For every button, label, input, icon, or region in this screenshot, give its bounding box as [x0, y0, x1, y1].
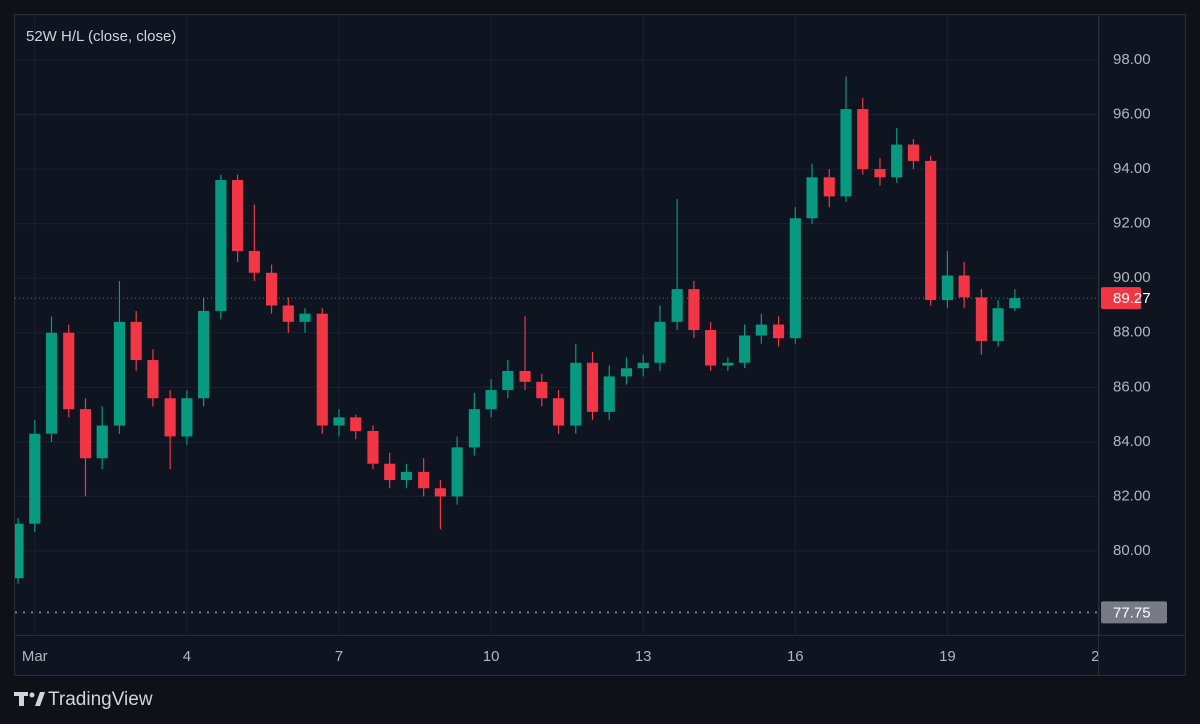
candle-body — [874, 169, 886, 178]
candle-body — [789, 218, 801, 339]
candle-body — [705, 330, 717, 366]
candle-body — [316, 313, 328, 426]
candle-body — [434, 488, 446, 497]
x-tick-label: 4 — [183, 648, 191, 665]
candles — [15, 76, 1021, 584]
candle-body — [485, 390, 497, 410]
candle-body — [15, 523, 24, 579]
y-tick-label: 96.00 — [1113, 106, 1151, 123]
candle-body — [586, 362, 599, 412]
candle-body — [637, 362, 649, 369]
brand-logo — [14, 692, 45, 706]
candle-body — [333, 417, 345, 426]
candle-body — [603, 376, 615, 412]
y-tick-label: 86.00 — [1113, 378, 1151, 395]
y-tick-label: 80.00 — [1113, 542, 1151, 559]
candle-body — [722, 362, 734, 366]
candle-body — [367, 430, 379, 464]
candle-body — [840, 109, 852, 197]
candle-body — [79, 409, 92, 459]
candle-body — [739, 335, 751, 363]
candle-body — [63, 332, 75, 410]
panel — [14, 14, 1186, 676]
x-tick-label: 7 — [335, 648, 343, 665]
candle-body — [130, 321, 142, 361]
y-tick-label: 92.00 — [1113, 215, 1151, 232]
candle-body — [265, 272, 278, 306]
candle-body — [975, 297, 987, 341]
candle-body — [451, 447, 463, 497]
last-price-box — [1101, 287, 1141, 310]
brand: TradingView — [48, 689, 153, 710]
candle-body — [671, 289, 683, 322]
candle-body — [823, 177, 835, 197]
candle-body — [45, 332, 58, 434]
candle-body — [198, 310, 210, 399]
candle-body — [29, 433, 41, 524]
candle-body — [688, 289, 700, 331]
y-tick-label: 84.00 — [1113, 433, 1151, 450]
candle-body — [907, 144, 920, 161]
low-52w-label: 77.75 — [1113, 604, 1151, 621]
x-tick-label: 16 — [787, 648, 804, 665]
x-labels: Mar 4 7 10 13 16 19 22 — [22, 648, 1108, 665]
candle-body — [958, 275, 970, 298]
chart-title: 52W H/L (close, close) — [26, 28, 176, 45]
candle-body — [654, 321, 666, 363]
candle-body — [1009, 298, 1021, 309]
candle-body — [992, 308, 1004, 341]
candle-body — [282, 305, 294, 322]
candle-body — [536, 381, 548, 399]
candle-body — [468, 409, 480, 448]
y-tick-label: 98.00 — [1113, 51, 1151, 68]
candle-body — [519, 370, 531, 382]
candle-body — [299, 313, 311, 322]
candle-body — [164, 398, 176, 437]
y-tick-label: 82.00 — [1113, 487, 1151, 504]
candle-body — [620, 368, 633, 377]
low-52w-box — [1101, 601, 1167, 624]
candle-body — [147, 360, 159, 399]
candle-body — [806, 177, 818, 219]
candle-body — [113, 321, 126, 426]
candle-body — [925, 160, 937, 301]
x-tick-label: 13 — [635, 648, 652, 665]
x-tick-label: 19 — [939, 648, 956, 665]
x-tick-label: Mar — [22, 648, 48, 665]
candle-body — [232, 180, 244, 251]
candle-body — [891, 144, 903, 178]
x-tick-label: 22 — [1091, 648, 1108, 665]
candle-body — [502, 370, 514, 391]
candle-body — [857, 109, 869, 170]
candle-body — [772, 324, 785, 339]
candle-body — [384, 463, 396, 481]
candle-body — [248, 250, 260, 273]
candle-body — [570, 362, 582, 426]
y-tick-label: 94.00 — [1113, 160, 1151, 177]
candle-body — [400, 471, 412, 481]
y-tick-label: 88.00 — [1113, 324, 1151, 341]
candle-body — [552, 398, 565, 426]
candle-body — [941, 275, 953, 301]
candle-body — [755, 324, 767, 336]
candle-body — [181, 398, 193, 437]
last-price-label: 89.27 — [1113, 290, 1151, 307]
candle-body — [96, 425, 108, 459]
candle-body — [215, 180, 227, 311]
candle-body — [418, 471, 430, 489]
x-tick-label: 10 — [483, 648, 500, 665]
candle-body — [350, 417, 362, 431]
y-tick-label: 90.00 — [1113, 269, 1151, 286]
